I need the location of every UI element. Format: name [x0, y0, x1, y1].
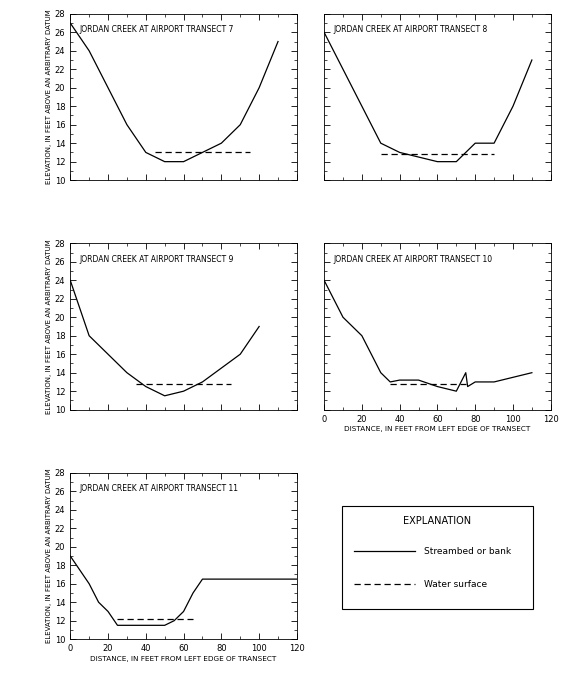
Text: JORDAN CREEK AT AIRPORT TRANSECT 7: JORDAN CREEK AT AIRPORT TRANSECT 7 [79, 26, 234, 35]
Y-axis label: ELEVATION, IN FEET ABOVE AN ARBITRARY DATUM: ELEVATION, IN FEET ABOVE AN ARBITRARY DA… [46, 239, 52, 414]
Text: JORDAN CREEK AT AIRPORT TRANSECT 8: JORDAN CREEK AT AIRPORT TRANSECT 8 [333, 26, 487, 35]
Text: JORDAN CREEK AT AIRPORT TRANSECT 9: JORDAN CREEK AT AIRPORT TRANSECT 9 [79, 255, 234, 264]
FancyBboxPatch shape [342, 506, 533, 609]
X-axis label: DISTANCE, IN FEET FROM LEFT EDGE OF TRANSECT: DISTANCE, IN FEET FROM LEFT EDGE OF TRAN… [90, 656, 277, 662]
Y-axis label: ELEVATION, IN FEET ABOVE AN ARBITRARY DATUM: ELEVATION, IN FEET ABOVE AN ARBITRARY DA… [46, 10, 52, 184]
Text: Streambed or bank: Streambed or bank [424, 547, 511, 556]
Text: JORDAN CREEK AT AIRPORT TRANSECT 11: JORDAN CREEK AT AIRPORT TRANSECT 11 [79, 484, 238, 493]
Text: EXPLANATION: EXPLANATION [404, 516, 472, 526]
Y-axis label: ELEVATION, IN FEET ABOVE AN ARBITRARY DATUM: ELEVATION, IN FEET ABOVE AN ARBITRARY DA… [46, 468, 52, 643]
Text: JORDAN CREEK AT AIRPORT TRANSECT 10: JORDAN CREEK AT AIRPORT TRANSECT 10 [333, 255, 492, 264]
Text: Water surface: Water surface [424, 580, 487, 589]
X-axis label: DISTANCE, IN FEET FROM LEFT EDGE OF TRANSECT: DISTANCE, IN FEET FROM LEFT EDGE OF TRAN… [345, 426, 531, 433]
